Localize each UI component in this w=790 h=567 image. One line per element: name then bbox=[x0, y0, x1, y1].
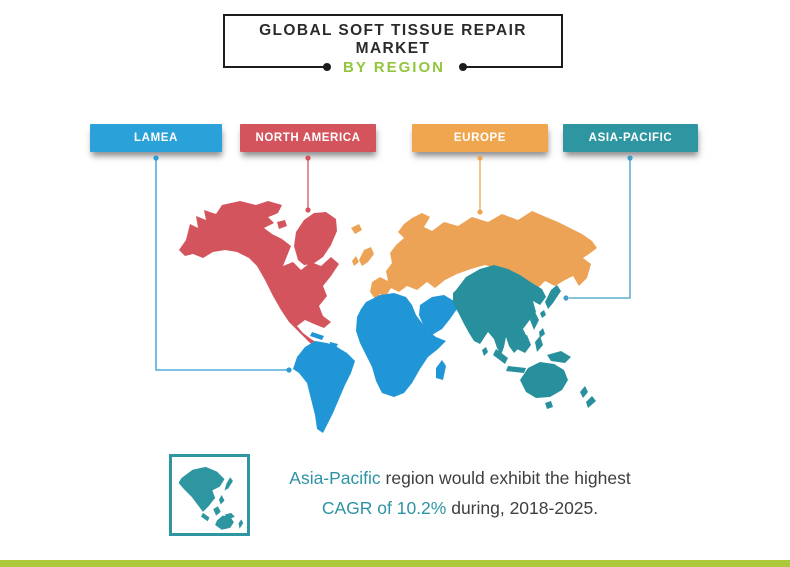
legend-label-europe: EUROPE bbox=[412, 124, 548, 152]
callout-text-1: region would exhibit the highest bbox=[380, 468, 631, 488]
subtitle-dot-left bbox=[323, 63, 331, 71]
subtitle-rule-right bbox=[463, 66, 563, 68]
subtitle-dot-right bbox=[459, 63, 467, 71]
page-subtitle: BY REGION bbox=[343, 59, 445, 76]
callout-highlight-cagr: CAGR of 10.2% bbox=[321, 498, 447, 518]
map-region-asia-pacific bbox=[453, 265, 596, 409]
callout-highlight-region: Asia-Pacific bbox=[289, 468, 381, 488]
legend-label-lamea: LAMEA bbox=[90, 124, 222, 152]
connector-asia-pacific bbox=[563, 155, 633, 301]
asia-pacific-icon-box bbox=[169, 454, 250, 536]
legend-label-north-america: NORTH AMERICA bbox=[240, 124, 376, 152]
legend-label-asia-pacific: ASIA-PACIFIC bbox=[563, 124, 698, 152]
connector-europe bbox=[477, 155, 483, 215]
callout-text: Asia-Pacific region would exhibit the hi… bbox=[250, 463, 670, 523]
title-box bbox=[223, 14, 563, 67]
connector-north-america bbox=[305, 155, 311, 213]
map-region-north-america bbox=[179, 201, 339, 356]
connector-lamea bbox=[153, 155, 292, 373]
footer-accent-bar bbox=[0, 560, 790, 567]
subtitle-rule-left bbox=[223, 66, 325, 68]
page-title: GLOBAL SOFT TISSUE REPAIR MARKET bbox=[259, 22, 527, 57]
map-region-lamea bbox=[293, 293, 457, 433]
asia-pacific-map-icon bbox=[178, 466, 244, 530]
callout-text-2: during, 2018-2025. bbox=[446, 498, 599, 518]
